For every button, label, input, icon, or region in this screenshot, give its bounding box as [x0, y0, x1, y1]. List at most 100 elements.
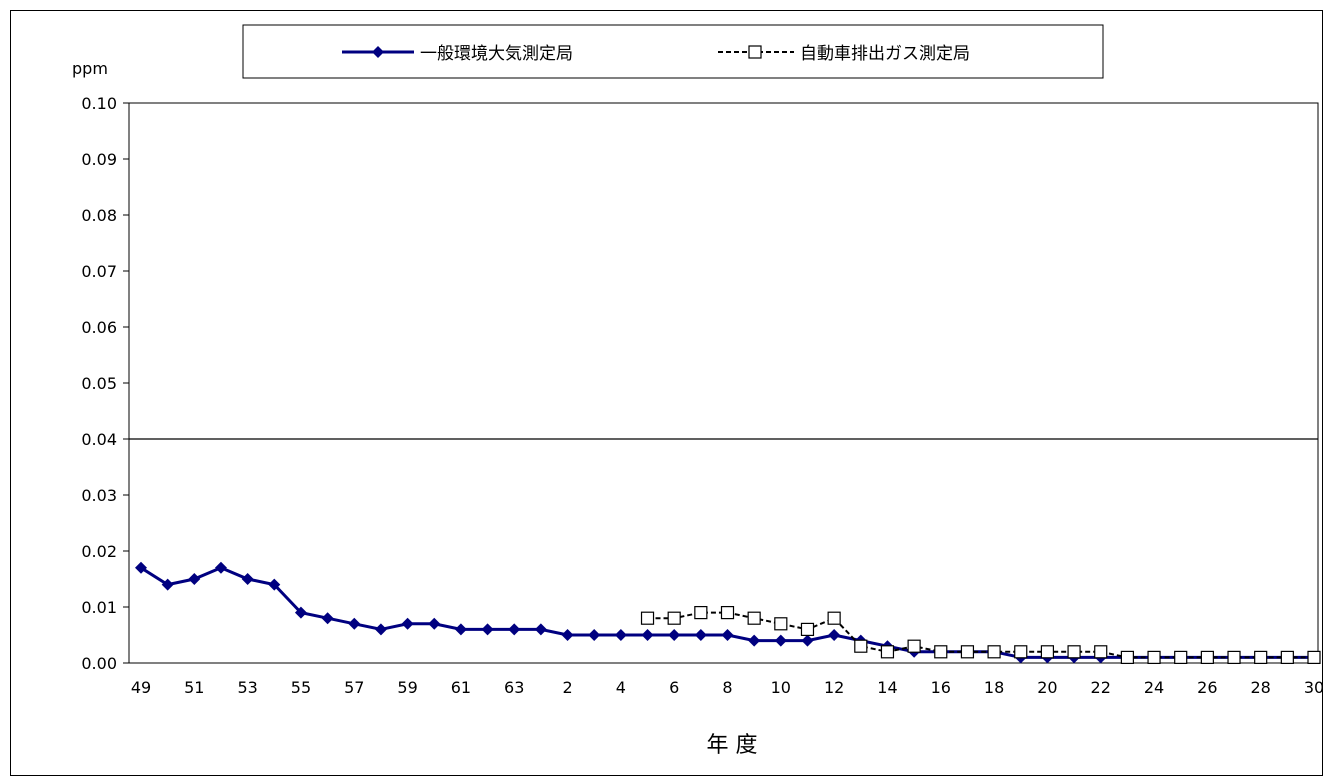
- data-point: [401, 617, 414, 630]
- y-tick-label: 0.02: [81, 542, 117, 561]
- x-tick-label: 55: [291, 678, 311, 697]
- data-point: [641, 629, 654, 641]
- data-point: [1147, 650, 1161, 665]
- x-tick-label: 8: [722, 678, 732, 697]
- data-point: [321, 612, 334, 625]
- data-point: [854, 639, 868, 653]
- x-tick-label: 51: [184, 678, 204, 697]
- legend-marker-diamond: [372, 46, 384, 58]
- x-tick-label: 2: [562, 678, 572, 697]
- data-point: [134, 561, 147, 574]
- data-point: [614, 629, 627, 641]
- data-point: [721, 629, 734, 641]
- data-point: [561, 629, 574, 641]
- series-layer: [134, 561, 1321, 665]
- data-point: [1014, 645, 1028, 659]
- x-tick-label: 16: [931, 678, 951, 697]
- legend-label-1: 一般環境大気測定局: [420, 44, 573, 64]
- x-tick-label: 18: [984, 678, 1004, 697]
- data-point: [534, 623, 547, 636]
- x-tick-label: 12: [824, 678, 844, 697]
- data-point: [374, 623, 387, 636]
- data-point: [774, 617, 788, 631]
- data-point: [161, 578, 174, 591]
- x-tick-label: 59: [397, 678, 417, 697]
- data-point: [1254, 650, 1268, 665]
- data-point: [214, 561, 227, 574]
- y-tick-label: 0.05: [81, 374, 117, 393]
- data-point: [907, 639, 921, 653]
- data-point: [241, 573, 254, 585]
- data-point: [268, 578, 281, 591]
- data-point: [747, 611, 761, 625]
- data-point: [1174, 650, 1188, 665]
- data-point: [508, 623, 521, 636]
- data-point: [588, 629, 601, 641]
- data-point: [1120, 650, 1134, 665]
- data-point: [454, 623, 467, 636]
- y-tick-label: 0.09: [81, 150, 117, 169]
- data-point: [828, 629, 841, 641]
- y-tick-label: 0.03: [81, 486, 117, 505]
- x-axis-title: 年 度: [707, 733, 758, 758]
- y-tick-label: 0.07: [81, 262, 117, 281]
- data-point: [428, 617, 441, 630]
- x-tick-label: 57: [344, 678, 364, 697]
- x-tick-label: 49: [131, 678, 151, 697]
- data-point: [987, 645, 1001, 659]
- data-point: [348, 617, 361, 630]
- data-point: [1280, 650, 1294, 665]
- data-point: [774, 634, 787, 647]
- x-tick-label: 20: [1037, 678, 1057, 697]
- y-tick-label: 0.04: [81, 430, 117, 449]
- data-point: [1227, 650, 1241, 665]
- x-tick-label: 61: [451, 678, 471, 697]
- data-point: [1094, 645, 1108, 659]
- x-tick-label: 22: [1091, 678, 1111, 697]
- plot-area: [128, 102, 1319, 664]
- y-axis-unit-label: ppm: [72, 59, 108, 78]
- data-point: [800, 622, 815, 637]
- legend-label-2: 自動車排出ガス測定局: [800, 44, 970, 64]
- series-2: [640, 605, 1321, 665]
- y-tick-label: 0.00: [81, 654, 117, 673]
- data-point: [640, 611, 655, 625]
- x-tick-label: 53: [237, 678, 257, 697]
- data-point: [668, 629, 681, 641]
- data-point: [748, 634, 761, 647]
- data-point: [827, 611, 841, 625]
- x-tick-label: 14: [877, 678, 897, 697]
- data-point: [720, 605, 735, 620]
- data-point: [667, 611, 681, 625]
- y-tick-label: 0.01: [81, 598, 117, 617]
- x-tick-label: 28: [1251, 678, 1271, 697]
- x-axis: 49 51 53 55 57 59 61 63 2 4 6 8 10 12 14 16 18 20 22 24 26 28…: [131, 678, 1323, 697]
- data-point: [1200, 650, 1214, 665]
- data-point: [801, 634, 814, 647]
- data-point: [481, 623, 494, 636]
- data-point: [960, 645, 975, 659]
- y-tick-label: 0.08: [81, 206, 117, 225]
- x-tick-label: 4: [616, 678, 626, 697]
- y-axis: 0.00 0.01 0.02 0.03 0.04 0.05 0.06 0.07 0.08 0.09…: [81, 94, 129, 673]
- y-tick-label: 0.06: [81, 318, 117, 337]
- x-tick-label: 30: [1304, 678, 1323, 697]
- y-tick-label: 0.10: [81, 94, 117, 113]
- legend-marker-square: [748, 45, 762, 59]
- data-point: [1307, 650, 1321, 665]
- data-point: [188, 573, 201, 585]
- x-tick-label: 24: [1144, 678, 1164, 697]
- data-point: [880, 645, 895, 659]
- data-point: [694, 605, 708, 620]
- data-point: [694, 629, 707, 641]
- x-tick-label: 63: [504, 678, 524, 697]
- data-point: [294, 606, 307, 619]
- data-point: [1067, 645, 1081, 659]
- x-tick-label: 10: [771, 678, 791, 697]
- data-point: [1040, 645, 1055, 659]
- data-point: [934, 645, 948, 659]
- x-tick-label: 6: [669, 678, 679, 697]
- x-tick-label: 26: [1197, 678, 1217, 697]
- legend: 一般環境大気測定局 自動車排出ガス測定局: [242, 24, 1104, 79]
